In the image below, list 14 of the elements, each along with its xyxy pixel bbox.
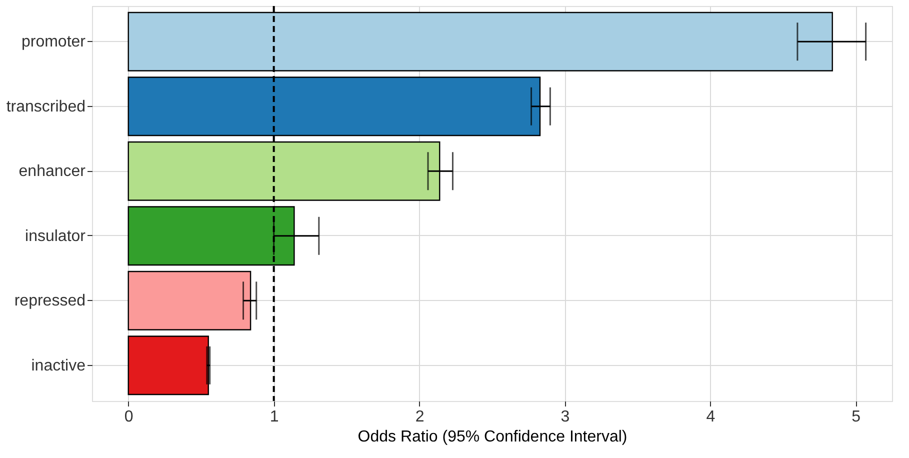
y-tick-label: transcribed [6,98,86,116]
x-axis-title: Odds Ratio (95% Confidence Interval) [358,428,628,446]
y-tick-label: promoter [21,34,86,51]
x-tick-label: 1 [270,408,279,426]
y-tick-label: insulator [25,228,86,245]
x-tick-label: 4 [706,408,716,426]
x-tick-label: 3 [560,408,570,426]
bar [128,270,252,330]
y-tick-label: repressed [14,292,86,310]
y-tick-label: enhancer [18,163,86,180]
x-tick-label: 2 [415,408,424,426]
x-tick-label: 5 [852,408,861,426]
y-tick-label: inactive [31,357,86,374]
x-tick-label: 0 [124,408,134,426]
